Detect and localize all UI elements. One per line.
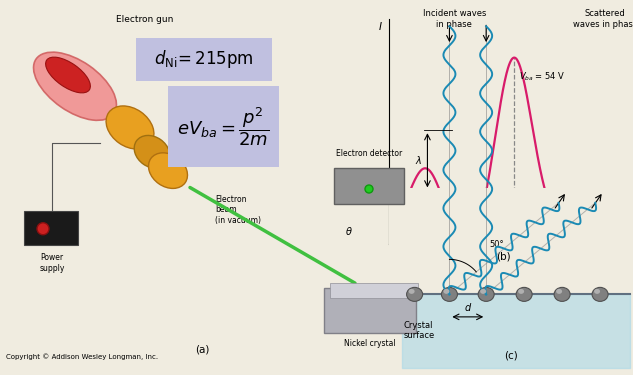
Text: Scattered
waves in phase: Scattered waves in phase — [573, 9, 633, 29]
Ellipse shape — [480, 289, 486, 294]
Ellipse shape — [441, 287, 458, 302]
FancyBboxPatch shape — [330, 283, 418, 298]
Text: Electron gun: Electron gun — [116, 15, 173, 24]
Text: Power
supply: Power supply — [39, 253, 65, 273]
Text: $\lambda$: $\lambda$ — [415, 154, 422, 166]
Circle shape — [365, 185, 373, 193]
Ellipse shape — [594, 289, 600, 294]
Text: Nickel crystal: Nickel crystal — [344, 339, 396, 348]
Text: $\theta$: $\theta$ — [345, 225, 353, 237]
FancyBboxPatch shape — [136, 38, 272, 81]
Text: $d$: $d$ — [463, 301, 472, 313]
Text: $d_{\mathrm{Ni}}\!=215\mathrm{pm}$: $d_{\mathrm{Ni}}\!=215\mathrm{pm}$ — [154, 48, 254, 70]
Ellipse shape — [592, 287, 608, 302]
Text: Copyright © Addison Wesley Longman, Inc.: Copyright © Addison Wesley Longman, Inc. — [6, 353, 158, 360]
FancyBboxPatch shape — [24, 211, 78, 245]
Ellipse shape — [556, 289, 562, 294]
FancyBboxPatch shape — [168, 86, 279, 167]
Ellipse shape — [149, 153, 187, 188]
Text: I: I — [379, 22, 382, 32]
Ellipse shape — [516, 287, 532, 302]
Ellipse shape — [554, 287, 570, 302]
Ellipse shape — [406, 287, 423, 302]
Text: Electron
beam
(in vacuum): Electron beam (in vacuum) — [215, 195, 261, 225]
Text: 50°: 50° — [513, 188, 527, 196]
Ellipse shape — [134, 135, 170, 168]
Ellipse shape — [106, 106, 154, 149]
Ellipse shape — [409, 289, 415, 294]
FancyBboxPatch shape — [389, 188, 633, 368]
Circle shape — [37, 223, 49, 235]
FancyBboxPatch shape — [324, 288, 416, 333]
Text: (c): (c) — [505, 350, 518, 360]
Text: $eV_{ba} = \dfrac{p^2}{2m}$: $eV_{ba} = \dfrac{p^2}{2m}$ — [177, 105, 269, 148]
Text: Incident waves
in phase: Incident waves in phase — [423, 9, 486, 29]
Text: Crystal
surface: Crystal surface — [404, 321, 435, 340]
Ellipse shape — [46, 57, 91, 93]
Ellipse shape — [478, 287, 494, 302]
Text: 50°: 50° — [489, 240, 504, 249]
FancyBboxPatch shape — [334, 168, 404, 204]
Ellipse shape — [444, 289, 449, 294]
Text: Electron detector: Electron detector — [336, 148, 402, 158]
Text: $V_{ba}$ = 54 V: $V_{ba}$ = 54 V — [519, 70, 565, 83]
Text: (b): (b) — [496, 251, 511, 261]
Text: (a): (a) — [196, 344, 210, 354]
Text: θ: θ — [622, 246, 629, 255]
Ellipse shape — [34, 52, 116, 120]
Ellipse shape — [518, 289, 524, 294]
